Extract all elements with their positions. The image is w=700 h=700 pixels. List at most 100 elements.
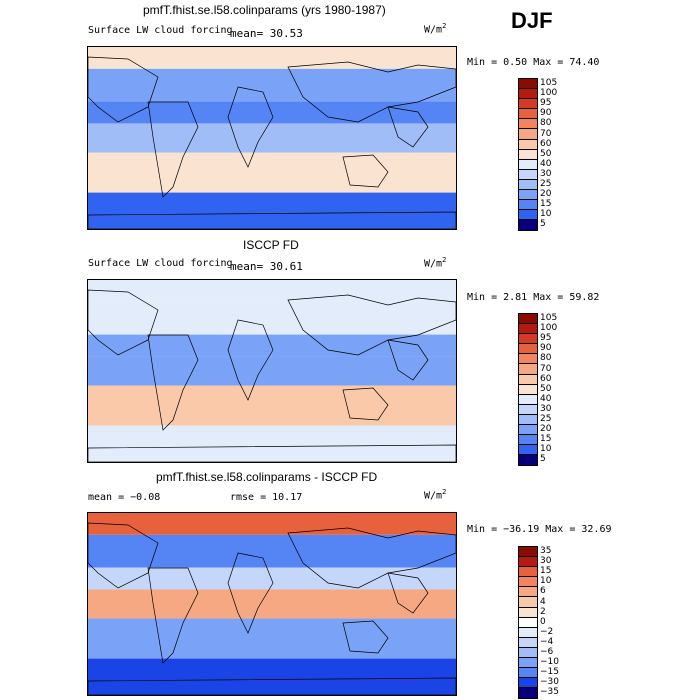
zonal-band bbox=[88, 192, 456, 229]
colorbar-3-tick-label: 10 bbox=[540, 576, 552, 587]
panel-2-map bbox=[87, 279, 457, 463]
panel-1-map-svg bbox=[88, 47, 456, 229]
colorbar-2-tick-label: 15 bbox=[540, 434, 552, 445]
zonal-band bbox=[88, 123, 456, 153]
colorbar-3-segment bbox=[519, 647, 537, 659]
colorbar-2-segment bbox=[519, 414, 537, 426]
zonal-band bbox=[88, 101, 456, 124]
colorbar-2-tick-label: 100 bbox=[540, 323, 558, 334]
zonal-band bbox=[88, 658, 456, 695]
colorbar-3-segment bbox=[519, 547, 537, 558]
panel-3-units: W/m2 bbox=[424, 488, 446, 501]
colorbar-3-segment bbox=[519, 637, 537, 648]
coastline bbox=[227, 552, 274, 634]
colorbar-1-tick-label: 105 bbox=[540, 78, 558, 88]
panel-1-units-text: W/m bbox=[424, 24, 443, 36]
colorbar-3-tick-label: −30 bbox=[540, 677, 559, 688]
colorbar-2-tick-label: 50 bbox=[540, 383, 552, 394]
zonal-band bbox=[88, 68, 456, 102]
colorbar-2-segment bbox=[519, 455, 537, 466]
colorbar-2-segment bbox=[519, 374, 537, 385]
colorbar-3-segment bbox=[519, 668, 537, 679]
colorbar-2-segment bbox=[519, 324, 537, 335]
colorbar-1-tick-label: 50 bbox=[540, 148, 552, 159]
coastline bbox=[287, 527, 456, 589]
colorbar-2-segment bbox=[519, 354, 537, 365]
colorbar-2-tick-label: 95 bbox=[540, 333, 552, 344]
colorbar-1-tick-label: 30 bbox=[540, 168, 552, 179]
panel-2-minmax: Min = 2.81 Max = 59.82 bbox=[467, 292, 600, 303]
colorbar-1-segment bbox=[519, 149, 537, 160]
panel-3-rmse: rmse = 10.17 bbox=[230, 492, 303, 503]
panel-2-mean: mean= 30.61 bbox=[230, 260, 303, 273]
colorbar-1-segment bbox=[519, 190, 537, 201]
coastline bbox=[147, 567, 199, 664]
panel-3-map-svg bbox=[88, 513, 456, 695]
colorbar-2-tick-label: 80 bbox=[540, 353, 552, 364]
panel-1-units-sup: 2 bbox=[442, 22, 447, 30]
panel-2-title: ISCCP FD bbox=[243, 238, 299, 252]
coastline bbox=[287, 61, 456, 123]
colorbar-2-tick-label: 105 bbox=[540, 313, 558, 323]
colorbar-2-tick-label: 5 bbox=[540, 454, 546, 465]
coastline bbox=[88, 522, 159, 589]
zonal-band bbox=[88, 280, 456, 302]
colorbar-1-segment bbox=[519, 99, 537, 110]
colorbar-1-segment bbox=[519, 119, 537, 130]
panel-1-map bbox=[87, 46, 457, 230]
panel-2-variable-label: Surface LW cloud forcing bbox=[88, 258, 233, 269]
coastline bbox=[147, 101, 199, 198]
colorbar-3-segment bbox=[519, 567, 537, 578]
colorbar-2-segment bbox=[519, 314, 537, 325]
panel-1-units: W/m2 bbox=[424, 22, 446, 35]
colorbar-3-tick-label: 4 bbox=[540, 596, 546, 607]
panel-2-map-svg bbox=[88, 280, 456, 462]
panel-1-variable-label: Surface LW cloud forcing bbox=[88, 25, 233, 36]
coastline bbox=[227, 319, 274, 401]
colorbar-2-segment bbox=[519, 404, 537, 415]
coastline bbox=[387, 339, 429, 381]
panel-2-units: W/m2 bbox=[424, 256, 446, 269]
colorbar-2-segment bbox=[519, 384, 537, 395]
colorbar-3-tick-label: 6 bbox=[540, 586, 546, 597]
coastline bbox=[342, 154, 389, 188]
colorbar-3-segment bbox=[519, 577, 537, 588]
colorbar-2-tick-label: 25 bbox=[540, 414, 552, 424]
coastline bbox=[387, 572, 429, 614]
zonal-band bbox=[88, 334, 456, 357]
colorbar-1-tick-label: 90 bbox=[540, 108, 552, 119]
colorbar-2-tick-label: 40 bbox=[540, 393, 552, 404]
panel-1-colorbar bbox=[518, 78, 538, 232]
colorbar-3-tick-label: 0 bbox=[540, 616, 546, 627]
colorbar-3-segment bbox=[519, 607, 537, 618]
colorbar-3-tick-label: 35 bbox=[540, 546, 552, 556]
zonal-band bbox=[88, 47, 456, 69]
colorbar-2-tick-label: 30 bbox=[540, 403, 552, 414]
season-label: DJF bbox=[511, 8, 553, 33]
colorbar-2-segment bbox=[519, 344, 537, 355]
colorbar-3-segment bbox=[519, 587, 537, 598]
colorbar-1-tick-label: 60 bbox=[540, 138, 552, 149]
zonal-band bbox=[88, 567, 456, 590]
colorbar-2-tick-label: 60 bbox=[540, 373, 552, 384]
zonal-band bbox=[88, 618, 456, 659]
panel-1-minmax: Min = 0.50 Max = 74.40 bbox=[467, 57, 600, 68]
zonal-band bbox=[88, 513, 456, 535]
coastline bbox=[287, 294, 456, 356]
coastline bbox=[88, 677, 456, 695]
coastline bbox=[147, 334, 199, 431]
colorbar-3-tick-label: −2 bbox=[540, 626, 554, 637]
zonal-band bbox=[88, 152, 456, 193]
panel-3-units-sup: 2 bbox=[442, 488, 447, 496]
colorbar-1-tick-label: 15 bbox=[540, 199, 552, 210]
colorbar-1-segment bbox=[519, 159, 537, 170]
coastline bbox=[88, 211, 456, 229]
colorbar-2-segment bbox=[519, 435, 537, 446]
colorbar-3-segment bbox=[519, 688, 537, 699]
panel-3-map bbox=[87, 512, 457, 696]
colorbar-1-tick-label: 80 bbox=[540, 118, 552, 129]
colorbar-3-segment bbox=[519, 658, 537, 669]
panel-1-title: pmfT.fhist.se.l58.colinparams (yrs 1980-… bbox=[143, 3, 386, 17]
zonal-band bbox=[88, 301, 456, 335]
colorbar-1-tick-label: 20 bbox=[540, 189, 552, 200]
